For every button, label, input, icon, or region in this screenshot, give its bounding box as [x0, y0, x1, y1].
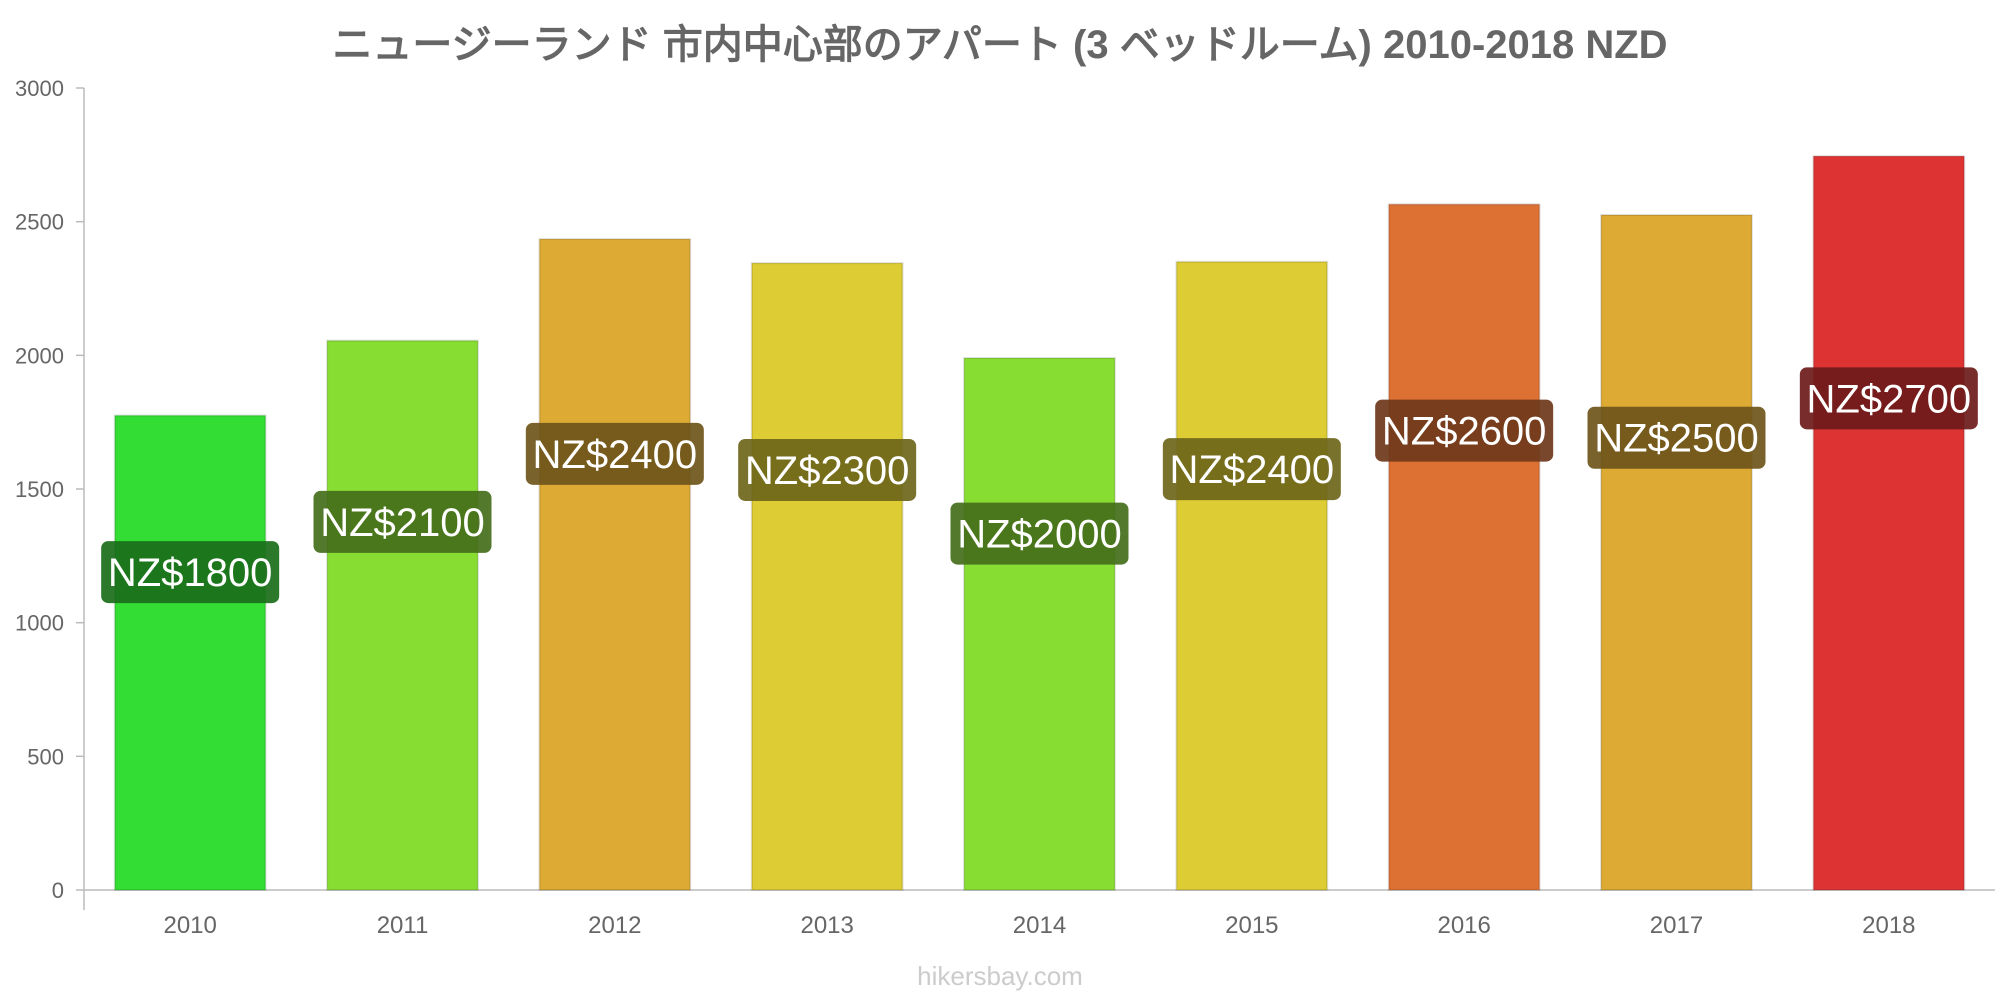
y-tick-label: 0 [52, 878, 64, 903]
bar-2016 [1387, 203, 1541, 892]
bar-2015 [1175, 260, 1329, 891]
bar-2011 [326, 339, 479, 891]
data-label-box [1799, 367, 1978, 430]
x-tick-label: 2013 [800, 912, 853, 939]
data-label: NZ$2300 [745, 449, 910, 493]
bar-2017 [1600, 213, 1753, 891]
y-tick-label: 2000 [15, 343, 64, 368]
data-label: NZ$2600 [1382, 410, 1547, 454]
chart-title: ニュージーランド 市内中心部のアパート (3 ベッドルーム) 2010-2018… [332, 23, 1667, 67]
bar-2013 [750, 262, 904, 891]
bar-2018 [1812, 155, 1966, 892]
data-label-box [738, 438, 917, 501]
x-tick-label: 2010 [163, 912, 216, 939]
data-labels: NZ$1800 NZ$2100 NZ$2400 NZ$2300 NZ$2000 NZ$24… [101, 367, 1978, 604]
data-label-box [1162, 438, 1341, 501]
data-label-box [1587, 406, 1766, 469]
data-label: NZ$2000 [957, 513, 1122, 557]
x-axis-ticks: 2010 2011 2012 2013 2014 2015 2016 2017 2018 [163, 912, 1915, 939]
data-label-box [313, 490, 492, 553]
x-tick-label: 2015 [1225, 912, 1278, 939]
x-tick-label: 2018 [1862, 912, 1915, 939]
data-label-box [950, 502, 1129, 565]
bar-2014 [963, 357, 1116, 891]
data-label: NZ$2500 [1594, 417, 1759, 461]
y-axis-ticks: 0 500 1000 1500 2000 2500 3000 [15, 76, 84, 903]
bar-2012 [538, 238, 692, 891]
data-label: NZ$2100 [320, 501, 485, 545]
x-tick-label: 2014 [1013, 912, 1066, 939]
x-tick-label: 2012 [588, 912, 641, 939]
data-label: NZ$1800 [108, 551, 273, 595]
bar-2010 [113, 414, 267, 891]
y-tick-label: 3000 [15, 76, 64, 101]
x-tick-label: 2017 [1650, 912, 1703, 939]
x-tick-label: 2016 [1437, 912, 1490, 939]
y-tick-label: 1000 [15, 611, 64, 636]
y-tick-label: 500 [27, 744, 64, 769]
data-label-box [525, 422, 704, 485]
bars [113, 155, 1966, 892]
credit-text: hikersbay.com [917, 961, 1083, 991]
data-label: NZ$2400 [1170, 448, 1335, 492]
y-tick-label: 1500 [15, 477, 64, 502]
data-label: NZ$2700 [1807, 377, 1972, 421]
y-tick-label: 2500 [15, 210, 64, 235]
x-tick-label: 2011 [377, 912, 429, 939]
data-label-box [101, 541, 280, 604]
data-label-box [1375, 399, 1554, 462]
data-label: NZ$2400 [533, 433, 698, 477]
